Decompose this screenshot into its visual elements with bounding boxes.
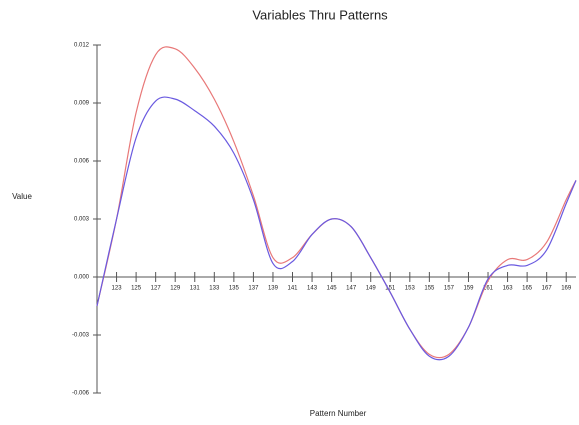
y-tick-label: 0.003: [74, 217, 90, 223]
x-tick-label: 125: [131, 286, 142, 292]
x-tick-label: 155: [424, 286, 435, 292]
series-line: [96, 96, 577, 361]
x-tick-label: 163: [503, 286, 514, 292]
x-tick-label: 167: [542, 286, 553, 292]
x-tick-label: 127: [151, 286, 162, 292]
x-tick-label: 151: [385, 286, 396, 292]
x-tick-label: 153: [405, 286, 416, 292]
x-tick-label: 143: [307, 286, 318, 292]
x-tick-label: 131: [190, 286, 201, 292]
chart-title: Variables Thru Patterns: [252, 7, 388, 22]
x-tick-label: 133: [209, 286, 220, 292]
x-tick-label: 161: [483, 286, 494, 292]
x-tick-label: 157: [444, 286, 455, 292]
y-tick-label: -0.006: [72, 391, 90, 397]
x-tick-label: 141: [288, 286, 299, 292]
x-tick-label: 129: [170, 286, 181, 292]
x-axis-label: Pattern Number: [310, 409, 367, 418]
x-tick-label: 145: [327, 286, 338, 292]
x-tick-label: 159: [463, 286, 474, 292]
x-tick-label: 169: [561, 286, 572, 292]
y-tick-label: 0.006: [74, 159, 90, 165]
x-tick-label: 123: [112, 286, 123, 292]
x-tick-label: 165: [522, 286, 533, 292]
x-tick-label: 137: [248, 286, 259, 292]
x-tick-label: 149: [366, 286, 377, 292]
x-tick-label: 135: [229, 286, 240, 292]
x-tick-label: 147: [346, 286, 357, 292]
series-line: [96, 46, 577, 359]
y-tick-label: -0.003: [72, 333, 90, 339]
y-tick-label: 0.012: [74, 43, 90, 49]
y-axis-label: Value: [12, 192, 32, 201]
x-tick-label: 139: [268, 286, 279, 292]
y-tick-label: 0.000: [74, 275, 90, 281]
y-tick-label: 0.009: [74, 101, 90, 107]
